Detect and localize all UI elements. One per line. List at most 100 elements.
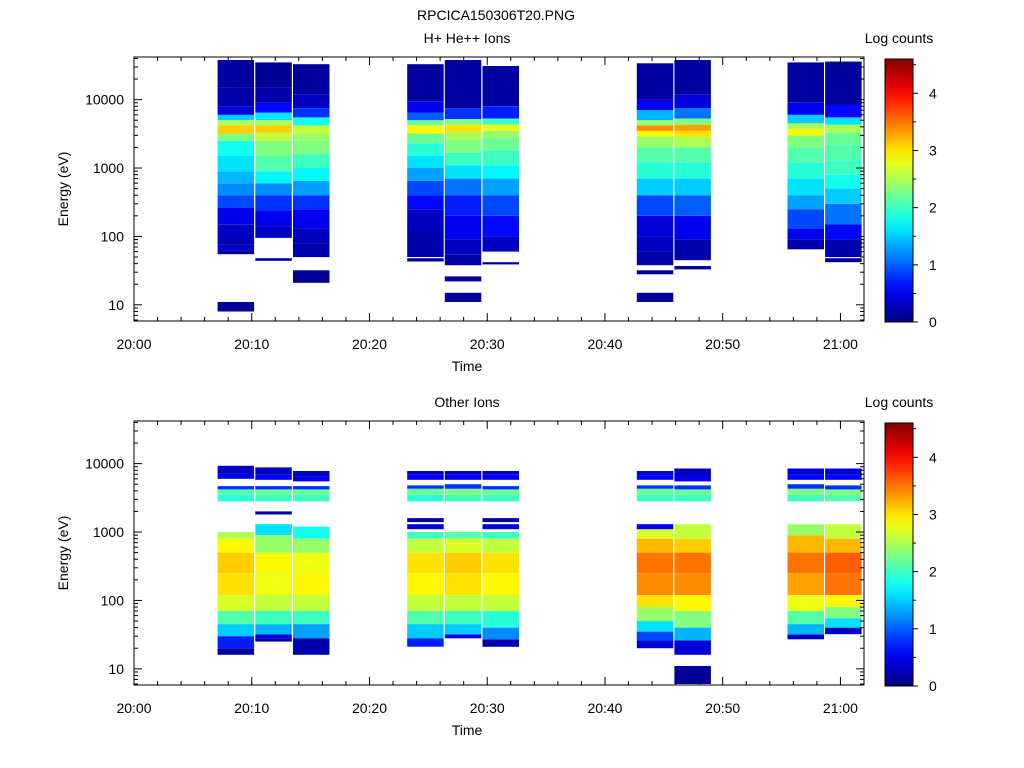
heatmap-cell-0-7 <box>217 183 255 196</box>
page-title: RPCICA150306T20.PNG <box>417 7 575 23</box>
heatmap-cell-7-1 <box>674 239 711 261</box>
heatmap-cell-6-13 <box>636 110 674 121</box>
y-axis-label: Energy (eV) <box>55 516 71 591</box>
heatmap-cell-2-12 <box>293 471 330 477</box>
heatmap-cell-0-0 <box>217 302 255 312</box>
heatmap-cell-2-10 <box>293 486 330 490</box>
heatmap-cell-6-6 <box>636 178 674 196</box>
heatmap-cell-5-7 <box>482 138 519 151</box>
heatmap-cell-7-4 <box>674 178 711 196</box>
heatmap-cell-6-12 <box>636 120 674 126</box>
y-tick-label: 1000 <box>93 160 124 176</box>
heatmap-cell-8-11 <box>787 474 824 480</box>
heatmap-cell-6-9 <box>636 524 674 530</box>
heatmap-cell-0-3 <box>217 237 255 245</box>
heatmap-cell-1-9 <box>255 511 292 515</box>
heatmap-cell-5-12 <box>482 66 519 107</box>
heatmap-cell-0-2 <box>217 624 255 637</box>
heatmap-cell-2-4 <box>293 573 330 595</box>
heatmap-cell-1-5 <box>255 573 292 595</box>
y-tick-label: 100 <box>101 592 125 608</box>
heatmap-cell-7-13 <box>674 60 711 95</box>
heatmap-cell-4-3 <box>444 239 482 255</box>
heatmap-cell-7-8 <box>674 524 711 539</box>
heatmap-cell-6-7 <box>636 162 674 179</box>
heatmap-cell-1-3 <box>255 611 292 625</box>
heatmap-cell-4-8 <box>444 152 482 166</box>
heatmap-cell-4-4 <box>444 573 482 595</box>
heatmap-cell-0-5 <box>217 573 255 595</box>
heatmap-cell-4-10 <box>444 131 482 140</box>
colorbar-tick-label: 0 <box>929 314 937 330</box>
panel-title: Other Ions <box>434 394 499 410</box>
heatmap-cell-4-3 <box>444 595 482 611</box>
heatmap-cell-6-2 <box>636 251 674 266</box>
heatmap-cell-3-4 <box>407 180 444 196</box>
heatmap-cell-0-7 <box>217 538 255 553</box>
heatmap-cell-1-0 <box>255 258 292 261</box>
heatmap-cell-0-1 <box>217 636 255 649</box>
heatmap-cell-9-10 <box>825 117 862 125</box>
heatmap-cell-9-7 <box>825 524 862 539</box>
heatmap-cell-9-7 <box>825 144 862 161</box>
heatmap-cell-1-8 <box>255 524 292 536</box>
heatmap-cell-5-0 <box>482 262 519 265</box>
heatmap-cell-5-6 <box>482 150 519 166</box>
heatmap-cell-0-15 <box>217 106 255 115</box>
heatmap-cell-6-7 <box>636 538 674 553</box>
heatmap-cell-6-11 <box>636 125 674 131</box>
heatmap-cell-5-4 <box>482 178 519 196</box>
heatmap-cell-5-5 <box>482 165 519 179</box>
heatmap-cell-8-0 <box>787 239 824 250</box>
y-tick-label: 10000 <box>85 456 124 472</box>
heatmap-cell-1-5 <box>255 171 292 184</box>
panel-title: H+ He++ Ions <box>424 30 511 46</box>
heatmap-cell-4-8 <box>444 494 482 502</box>
x-tick-label: 20:00 <box>116 336 151 352</box>
heatmap-cell-5-8 <box>482 524 519 530</box>
heatmap-cell-1-4 <box>255 595 292 611</box>
y-axis-label: Energy (eV) <box>55 152 71 227</box>
heatmap-cell-9-11 <box>825 104 862 118</box>
heatmap-cell-6-14 <box>636 471 674 476</box>
heatmap-cell-3-14 <box>407 471 444 475</box>
heatmap-cell-4-11 <box>444 474 482 480</box>
heatmap-cell-7-10 <box>674 489 711 495</box>
heatmap-cell-0-12 <box>217 473 255 479</box>
heatmap-cell-7-13 <box>674 468 711 477</box>
heatmap-cell-6-0 <box>636 640 674 649</box>
heatmap-cell-6-6 <box>636 552 674 574</box>
heatmap-cell-8-2 <box>787 209 824 229</box>
colorbar-tick-label: 3 <box>929 507 937 523</box>
heatmap-cell-9-4 <box>825 188 862 204</box>
heatmap-cell-6-4 <box>636 595 674 607</box>
heatmap-cell-8-5 <box>787 162 824 179</box>
heatmap-cell-2-12 <box>293 108 330 118</box>
heatmap-cell-5-9 <box>482 124 519 131</box>
x-tick-label: 20:10 <box>234 700 269 716</box>
heatmap-cell-1-13 <box>255 87 292 103</box>
heatmap-cell-8-7 <box>787 524 824 536</box>
heatmap-cell-7-5 <box>674 573 711 595</box>
colorbar-tick-label: 2 <box>929 200 937 216</box>
y-tick-label: 10 <box>108 661 124 677</box>
heatmap-cell-0-14 <box>217 114 255 121</box>
heatmap-cell-5-1 <box>482 627 519 640</box>
heatmap-cell-6-8 <box>636 147 674 163</box>
heatmap-cell-5-6 <box>482 538 519 553</box>
heatmap-cell-5-5 <box>482 552 519 574</box>
heatmap-cell-4-11 <box>444 124 482 132</box>
heatmap-cell-4-6 <box>444 538 482 553</box>
heatmap-cell-9-9 <box>825 124 862 133</box>
heatmap-cell-7-10 <box>674 118 711 125</box>
heatmap-cell-3-13 <box>407 474 444 480</box>
heatmap-cell-6-11 <box>636 488 674 495</box>
heatmap-cell-3-9 <box>407 518 444 523</box>
heatmap-cell-2-7 <box>293 154 330 169</box>
heatmap-cell-9-4 <box>825 573 862 595</box>
heatmap-cell-8-1 <box>787 228 824 240</box>
heatmap-cell-9-2 <box>825 607 862 619</box>
heatmap-cell-1-1 <box>255 226 292 238</box>
heatmap-cell-7-3 <box>674 195 711 216</box>
x-tick-label: 21:00 <box>823 700 858 716</box>
